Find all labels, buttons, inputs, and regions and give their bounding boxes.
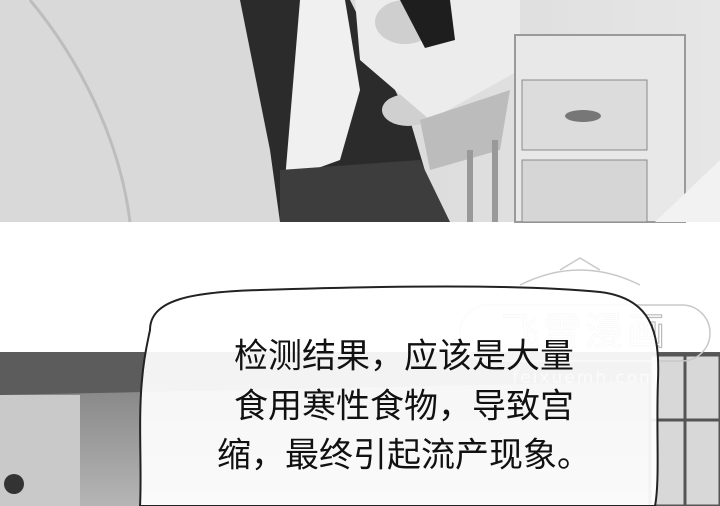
bed-legs xyxy=(467,140,498,222)
drawer-handle xyxy=(565,110,601,122)
chair-edge xyxy=(655,160,720,222)
foreground-coat xyxy=(0,0,285,222)
seated-person-jeans xyxy=(280,160,450,222)
speech-bubble xyxy=(138,285,660,506)
bubble-line: 缩，最终引起流产现象。 xyxy=(217,436,591,476)
bubble-line: 检测结果，应该是大量 xyxy=(234,337,574,377)
ceiling-camera xyxy=(4,474,24,494)
patient-hair xyxy=(400,0,455,48)
window-frame xyxy=(650,355,720,506)
bed-rail xyxy=(420,90,510,170)
coat-fold xyxy=(28,0,132,223)
bubble-line: 食用寒性食物，导致宫 xyxy=(234,387,574,427)
seated-person-shirt xyxy=(285,0,360,180)
top-panel xyxy=(0,0,720,223)
cabinet-door xyxy=(521,159,648,223)
watermark-ornament xyxy=(519,257,641,286)
